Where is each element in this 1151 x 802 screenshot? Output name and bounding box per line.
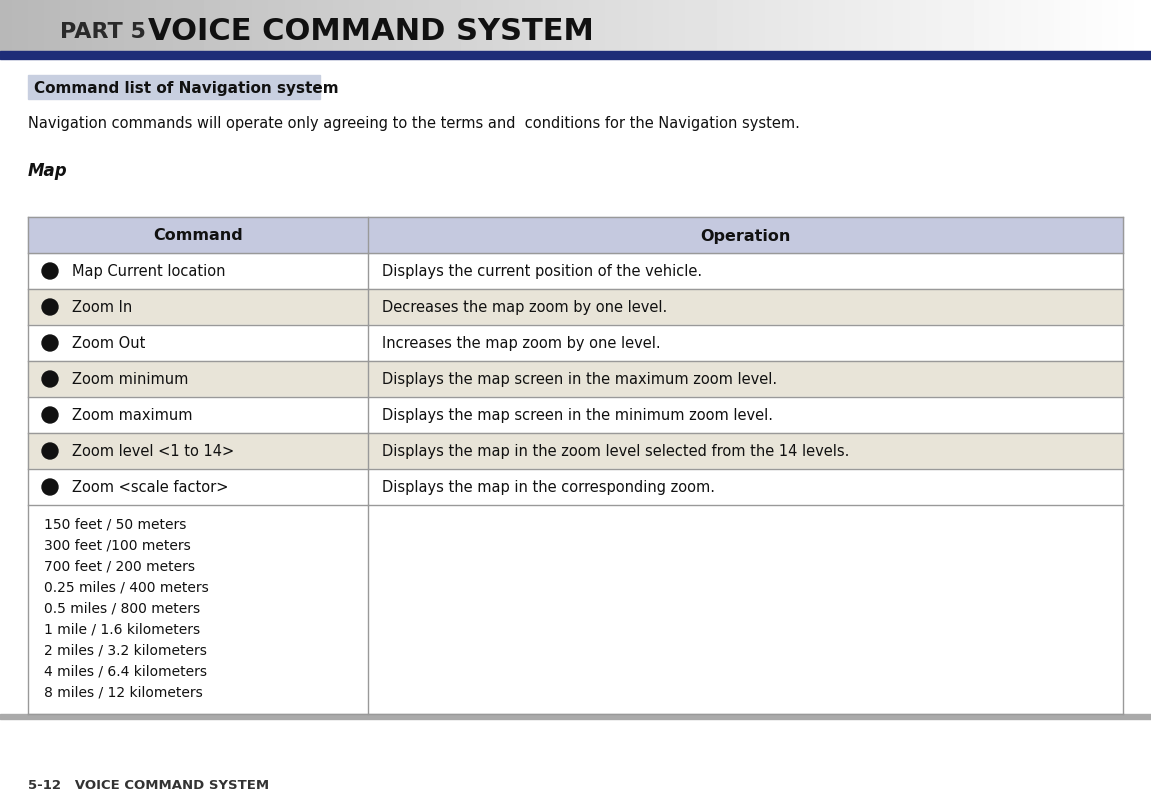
Text: Navigation commands will operate only agreeing to the terms and  conditions for : Navigation commands will operate only ag…: [28, 115, 800, 131]
Text: Displays the map screen in the maximum zoom level.: Displays the map screen in the maximum z…: [382, 372, 777, 387]
Text: Decreases the map zoom by one level.: Decreases the map zoom by one level.: [382, 300, 668, 315]
Text: Displays the map in the corresponding zoom.: Displays the map in the corresponding zo…: [382, 480, 715, 495]
Text: 0.5 miles / 800 meters: 0.5 miles / 800 meters: [44, 602, 200, 615]
Bar: [28, 469, 1123, 505]
Circle shape: [41, 371, 58, 387]
Bar: [28, 253, 1123, 290]
Text: Zoom maximum: Zoom maximum: [73, 408, 192, 423]
Text: Operation: Operation: [700, 229, 791, 243]
Bar: [28, 398, 1123, 433]
Text: Command list of Navigation system: Command list of Navigation system: [35, 80, 338, 95]
Text: Command: Command: [153, 229, 243, 243]
Text: 0.25 miles / 400 meters: 0.25 miles / 400 meters: [44, 581, 208, 594]
Text: 5-12   VOICE COMMAND SYSTEM: 5-12 VOICE COMMAND SYSTEM: [28, 779, 269, 792]
Bar: [28, 505, 1123, 714]
Text: Map: Map: [28, 162, 68, 180]
Bar: [0, 714, 1151, 719]
Bar: [28, 362, 1123, 398]
Bar: [28, 433, 1123, 469]
Text: Zoom Out: Zoom Out: [73, 336, 145, 351]
Bar: [0, 52, 1151, 60]
Bar: [28, 326, 1123, 362]
Text: 150 feet / 50 meters: 150 feet / 50 meters: [44, 517, 186, 532]
Text: Zoom <scale factor>: Zoom <scale factor>: [73, 480, 229, 495]
Circle shape: [41, 407, 58, 423]
Circle shape: [41, 300, 58, 316]
Bar: [28, 290, 1123, 326]
Text: PART 5: PART 5: [60, 22, 146, 42]
Text: Increases the map zoom by one level.: Increases the map zoom by one level.: [382, 336, 661, 351]
Text: 4 miles / 6.4 kilometers: 4 miles / 6.4 kilometers: [44, 664, 207, 678]
Text: Displays the map screen in the minimum zoom level.: Displays the map screen in the minimum z…: [382, 408, 773, 423]
Text: 8 miles / 12 kilometers: 8 miles / 12 kilometers: [44, 685, 203, 699]
Bar: [28, 217, 1123, 253]
Text: 1 mile / 1.6 kilometers: 1 mile / 1.6 kilometers: [44, 622, 200, 636]
Circle shape: [41, 480, 58, 496]
Text: Zoom minimum: Zoom minimum: [73, 372, 189, 387]
Text: VOICE COMMAND SYSTEM: VOICE COMMAND SYSTEM: [148, 18, 594, 47]
Text: Displays the current position of the vehicle.: Displays the current position of the veh…: [382, 264, 702, 279]
Text: Map Current location: Map Current location: [73, 264, 226, 279]
Text: Displays the map in the zoom level selected from the 14 levels.: Displays the map in the zoom level selec…: [382, 444, 849, 459]
Text: 2 miles / 3.2 kilometers: 2 miles / 3.2 kilometers: [44, 643, 207, 657]
Circle shape: [41, 264, 58, 280]
Text: 700 feet / 200 meters: 700 feet / 200 meters: [44, 559, 195, 573]
Text: 300 feet /100 meters: 300 feet /100 meters: [44, 538, 191, 553]
Circle shape: [41, 444, 58, 460]
Circle shape: [41, 335, 58, 351]
Text: Zoom In: Zoom In: [73, 300, 132, 315]
Text: Zoom level <1 to 14>: Zoom level <1 to 14>: [73, 444, 235, 459]
Bar: [28, 76, 320, 100]
